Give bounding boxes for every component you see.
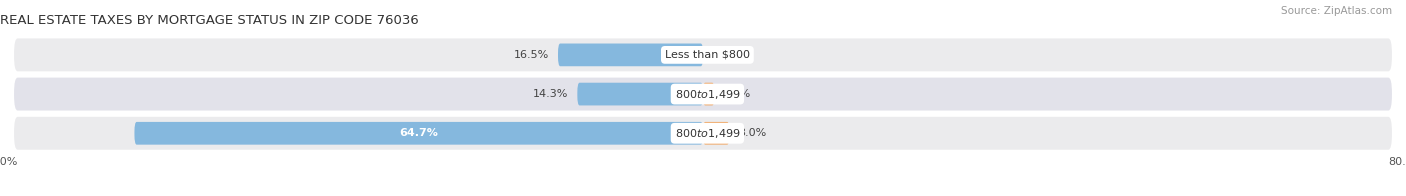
Text: 16.5%: 16.5% bbox=[515, 50, 550, 60]
Text: $800 to $1,499: $800 to $1,499 bbox=[675, 127, 740, 140]
Text: Source: ZipAtlas.com: Source: ZipAtlas.com bbox=[1281, 6, 1392, 16]
FancyBboxPatch shape bbox=[703, 122, 730, 145]
Text: 3.0%: 3.0% bbox=[738, 128, 766, 138]
FancyBboxPatch shape bbox=[558, 44, 703, 66]
Text: Less than $800: Less than $800 bbox=[665, 50, 749, 60]
FancyBboxPatch shape bbox=[14, 78, 1392, 111]
Text: 64.7%: 64.7% bbox=[399, 128, 439, 138]
Text: $800 to $1,499: $800 to $1,499 bbox=[675, 88, 740, 101]
FancyBboxPatch shape bbox=[135, 122, 703, 145]
FancyBboxPatch shape bbox=[14, 38, 1392, 71]
Text: 1.3%: 1.3% bbox=[723, 89, 751, 99]
FancyBboxPatch shape bbox=[578, 83, 703, 105]
Text: 0.0%: 0.0% bbox=[711, 50, 740, 60]
FancyBboxPatch shape bbox=[14, 117, 1392, 150]
Text: 14.3%: 14.3% bbox=[533, 89, 568, 99]
Text: REAL ESTATE TAXES BY MORTGAGE STATUS IN ZIP CODE 76036: REAL ESTATE TAXES BY MORTGAGE STATUS IN … bbox=[0, 14, 419, 27]
FancyBboxPatch shape bbox=[703, 83, 714, 105]
